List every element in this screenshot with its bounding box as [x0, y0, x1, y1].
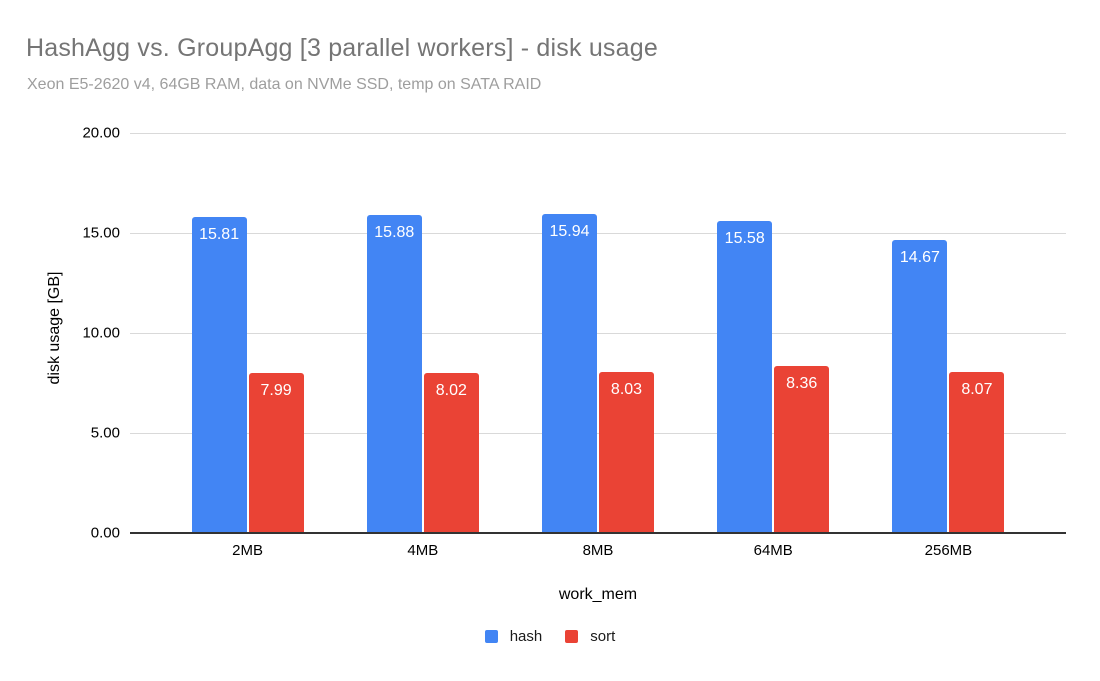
bar-value-label: 15.88	[374, 224, 415, 242]
x-axis-title: work_mem	[558, 586, 638, 603]
legend-label: hash	[509, 628, 543, 645]
y-tick-label: 15.00	[82, 224, 120, 242]
bar-value-label: 8.07	[961, 380, 993, 398]
bar-sort-4mb: 8.02	[423, 372, 479, 533]
plot-area: 15.81 7.99 2MB 15.88 8.02 4MB 15.94 8.03 8MB 15.5…	[130, 132, 1066, 559]
legend-label: sort	[590, 628, 616, 645]
bar-hash-64mb: 15.58	[717, 221, 773, 533]
bar-value-label: 8.03	[610, 381, 643, 399]
bar-sort-2mb: 7.99	[248, 373, 304, 533]
chart-title: HashAgg vs. GroupAgg [3 parallel workers…	[26, 34, 658, 62]
y-tick-label: 20.00	[82, 124, 120, 142]
x-tick-label: 256MB	[924, 542, 973, 559]
category-group-2mb: 15.81 7.99 2MB	[160, 133, 335, 559]
bar-value-label: 8.36	[786, 374, 818, 392]
legend-swatch-hash	[484, 630, 498, 643]
bar-value-label: 14.67	[899, 248, 940, 266]
bar-value-label: 8.02	[435, 381, 467, 399]
x-tick-label: 4MB	[407, 542, 439, 559]
x-tick-label: 8MB	[582, 542, 614, 559]
bar-value-label: 15.58	[724, 230, 765, 248]
bar-groups: 15.81 7.99 2MB 15.88 8.02 4MB 15.94 8.03 8MB 15.5…	[130, 133, 1066, 559]
y-tick-label: 10.00	[82, 324, 120, 342]
x-tick-label: 64MB	[753, 542, 793, 559]
gridline	[130, 232, 1066, 234]
bar-hash-2mb: 15.81	[191, 216, 247, 533]
bar-value-label: 7.99	[260, 382, 292, 400]
gridline	[130, 432, 1066, 434]
category-group-256mb: 14.67 8.07 256MB	[861, 133, 1036, 559]
legend-item-hash: hash	[484, 628, 543, 645]
y-tick-label: 5.00	[90, 424, 120, 442]
legend-item-sort: sort	[565, 628, 615, 645]
y-axis-ticks: 0.00 5.00 10.00 15.00 20.00	[0, 125, 120, 542]
bar-sort-256mb: 8.07	[949, 371, 1005, 533]
bar-sort-8mb: 8.03	[599, 372, 654, 533]
legend: hash sort	[0, 628, 1100, 645]
bar-hash-256mb: 14.67	[892, 239, 948, 533]
chart-subtitle: Xeon E5-2620 v4, 64GB RAM, data on NVMe …	[27, 76, 542, 93]
category-group-8mb: 15.94 8.03 8MB	[510, 133, 685, 559]
category-group-4mb: 15.88 8.02 4MB	[335, 133, 510, 559]
bar-hash-4mb: 15.88	[366, 215, 422, 533]
y-tick-label: 0.00	[90, 524, 120, 542]
gridline	[130, 132, 1066, 134]
bar-value-label: 15.81	[199, 225, 240, 243]
bar-sort-64mb: 8.36	[774, 365, 830, 533]
gridline	[130, 332, 1066, 334]
x-tick-label: 2MB	[232, 542, 264, 559]
bar-value-label: 15.94	[549, 223, 590, 241]
legend-swatch-sort	[565, 630, 579, 643]
bar-hash-8mb: 15.94	[542, 214, 597, 533]
x-axis-baseline	[130, 532, 1066, 534]
category-group-64mb: 15.58 8.36 64MB	[686, 133, 861, 559]
